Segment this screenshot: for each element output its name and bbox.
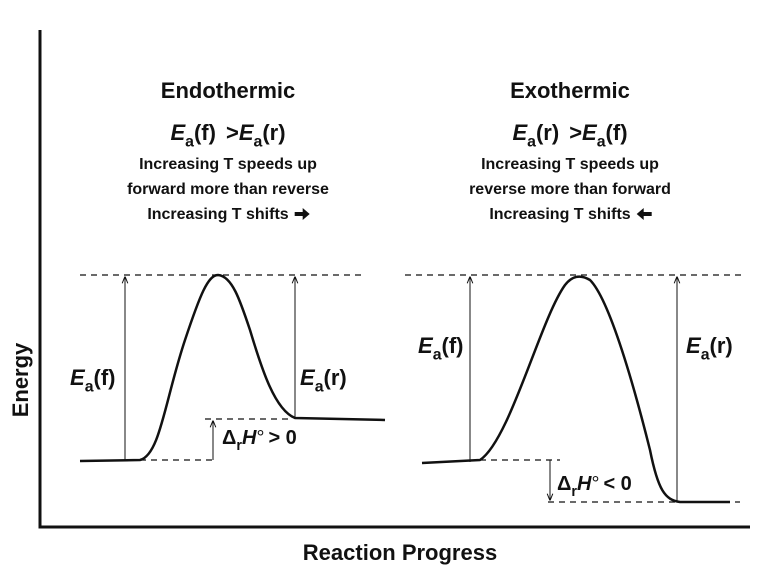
comparison: Ea(f) >Ea(r) [170, 120, 285, 151]
panel-title: Exothermic [510, 78, 630, 103]
relation: < 0 [603, 473, 631, 495]
symbol: E [582, 120, 598, 145]
shift-arrow [636, 208, 652, 220]
energy-label: Ea(r) [300, 365, 347, 396]
subscript: a [315, 379, 324, 396]
argument: (r) [262, 120, 285, 145]
comparison: Ea(r) >Ea(f) [512, 120, 627, 151]
energy-label: Ea(r) [686, 333, 733, 364]
subscript: a [701, 347, 710, 364]
operator: > [569, 120, 582, 145]
argument: (r) [710, 333, 733, 358]
note: Increasing T shifts [147, 206, 288, 223]
enthalpy-label: ΔrH° < 0 [557, 473, 632, 500]
argument: (f) [442, 333, 464, 358]
note: Increasing T shifts [489, 206, 630, 223]
subscript: r [571, 484, 577, 500]
endothermic-profile [79, 273, 386, 463]
y-axis-label: Energy [8, 342, 33, 417]
symbol: E [170, 120, 186, 145]
enthalpy-label: ΔrH° > 0 [222, 427, 297, 454]
exothermic-profile [405, 274, 745, 504]
note: reverse more than forward [469, 181, 671, 198]
x-axis-label: Reaction Progress [303, 540, 497, 565]
variable: H [242, 427, 257, 449]
symbol: E [239, 120, 255, 145]
symbol: E [686, 333, 702, 358]
energy-label: Ea(f) [418, 333, 463, 364]
variable: H [577, 473, 592, 495]
relation: > 0 [268, 427, 296, 449]
subscript: a [527, 134, 536, 151]
symbol: E [300, 365, 316, 390]
argument: (f) [606, 120, 628, 145]
symbol: E [70, 365, 86, 390]
note: Increasing T speeds up [481, 156, 659, 173]
axes [38, 30, 750, 529]
symbol: E [512, 120, 528, 145]
operator: > [226, 120, 239, 145]
degree: ° [591, 473, 599, 495]
argument: (r) [536, 120, 559, 145]
subscript: a [85, 379, 94, 396]
subscript: a [433, 347, 442, 364]
symbol: Δ [557, 473, 571, 495]
argument: (f) [94, 365, 116, 390]
symbol: E [418, 333, 434, 358]
subscript: a [254, 134, 263, 151]
subscript: a [597, 134, 606, 151]
shift-arrow [294, 208, 310, 220]
note: forward more than reverse [127, 181, 329, 198]
symbol: Δ [222, 427, 236, 449]
degree: ° [256, 427, 264, 449]
subscript: r [236, 438, 242, 454]
subscript: a [185, 134, 194, 151]
energy-label: Ea(f) [70, 365, 115, 396]
argument: (f) [194, 120, 216, 145]
argument: (r) [324, 365, 347, 390]
note: Increasing T speeds up [139, 156, 317, 173]
panel-title: Endothermic [161, 78, 295, 103]
